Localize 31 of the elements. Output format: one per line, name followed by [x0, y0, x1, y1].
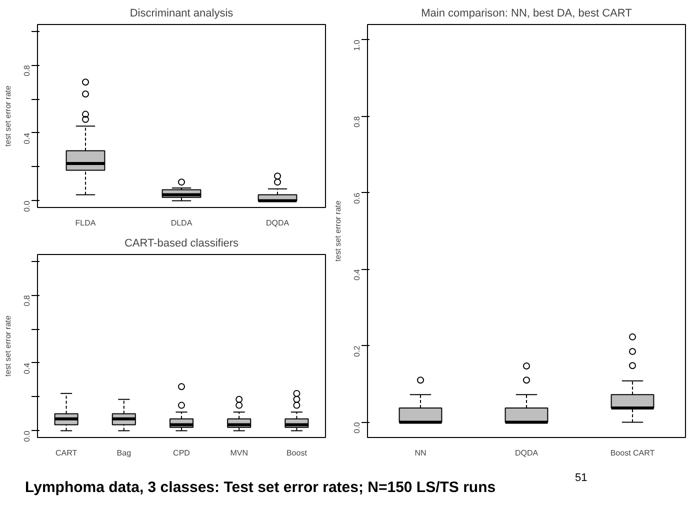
- x-tick-label: Bag: [116, 448, 132, 458]
- x-tick-label: NN: [414, 448, 426, 458]
- y-tick-label: 0.0: [352, 422, 362, 434]
- x-tick-label: CPD: [173, 448, 190, 458]
- y-axis-title: test set error rate: [334, 200, 342, 262]
- x-tick-label: MVN: [230, 448, 248, 458]
- x-tick-label: DLDA: [170, 218, 193, 228]
- chart-title: Main comparison: NN, best DA, best CART: [421, 8, 632, 20]
- text: 51: [575, 471, 588, 486]
- chart-title: Discriminant analysis: [130, 8, 234, 20]
- y-tick-label: 0.6: [352, 192, 362, 204]
- y-tick-label: 0.8: [22, 64, 32, 76]
- y-tick-label: 0.0: [22, 430, 32, 442]
- y-tick-label: 0.4: [352, 268, 362, 280]
- y-tick-label: 0.8: [22, 294, 32, 306]
- x-tick-label: Boost CART: [610, 448, 655, 458]
- y-tick-label: 0.4: [22, 132, 32, 144]
- text: Lymphoma data, 3 classes: Test set error rates; N=150 LS/TS runs: [25, 478, 496, 498]
- y-tick-label: 0.8: [352, 116, 362, 128]
- y-axis-title: test set error rate: [4, 84, 12, 146]
- x-tick-label: DQDA: [266, 218, 290, 228]
- x-tick-label: DQDA: [514, 448, 539, 458]
- x-tick-label: Boost: [286, 448, 308, 458]
- y-tick-label: 0.4: [22, 362, 32, 374]
- y-tick-label: 1.0: [352, 39, 362, 51]
- y-tick-label: 0.2: [352, 345, 362, 357]
- x-tick-label: CART: [55, 448, 78, 458]
- y-axis-title: test set error rate: [4, 314, 12, 376]
- x-tick-label: FLDA: [75, 218, 96, 228]
- chart-title: CART-based classifiers: [124, 238, 240, 250]
- y-tick-label: 0.0: [22, 200, 32, 212]
